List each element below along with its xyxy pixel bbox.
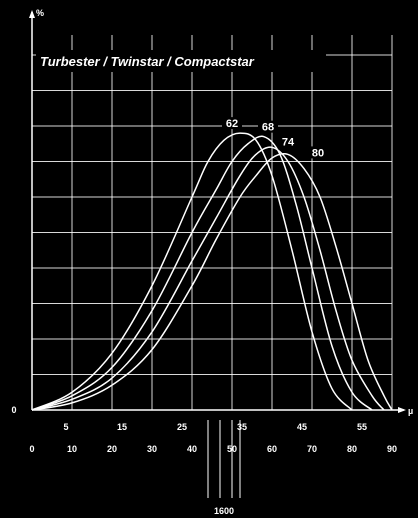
series-group [31, 132, 393, 411]
x-tick-label-lower: 80 [347, 444, 357, 454]
series-label-74: 74 [282, 136, 295, 148]
x-tick-label-lower: 40 [187, 444, 197, 454]
series-line-62 [31, 132, 353, 411]
x-tick-label-lower: 50 [227, 444, 237, 454]
series-label-62: 62 [226, 118, 238, 130]
x-tick-label-upper: 25 [177, 422, 187, 432]
series-line-74 [31, 146, 385, 411]
series-label-80: 80 [312, 147, 324, 159]
chart-title: Turbester / Twinstar / Compactstar [40, 54, 255, 69]
x-tick-label-lower: 30 [147, 444, 157, 454]
markers-below-axis [207, 420, 241, 498]
title-backdrop [36, 50, 326, 72]
x-tick-label-upper: 15 [117, 422, 127, 432]
x-axis-label: µ [408, 406, 413, 416]
x-tick-label-lower: 20 [107, 444, 117, 454]
x-axis-arrow-icon [398, 407, 406, 413]
x-tick-label-lower: 10 [67, 444, 77, 454]
x-tick-label-lower: 60 [267, 444, 277, 454]
x-tick-label-upper: 45 [297, 422, 307, 432]
y-axis-arrow-icon [29, 10, 35, 18]
x-tick-label-lower: 0 [29, 444, 34, 454]
series-label-backdrop [222, 117, 242, 130]
axes [29, 10, 406, 413]
series-line-80 [31, 152, 393, 411]
series-label-68: 68 [262, 122, 274, 134]
labels-group: % µ 0 5 15 25 35 45 55 0 10 20 30 40 50 60 70 80 90 Turbest… [11, 8, 413, 516]
series-label-backdrop [278, 135, 298, 148]
x-tick-label-upper: 35 [237, 422, 247, 432]
x-tick-label-upper: 5 [63, 422, 68, 432]
series-label-backdrop [258, 120, 278, 133]
x-tick-label-upper: 55 [357, 422, 367, 432]
grid [31, 35, 393, 410]
x-tick-label-lower: 70 [307, 444, 317, 454]
x-tick-label-lower: 90 [387, 444, 397, 454]
marker-label: 1600 [214, 506, 234, 516]
y-axis-label: % [36, 8, 44, 18]
series-label-backdrop [308, 146, 328, 159]
y-tick-label: 0 [11, 405, 16, 415]
series-line-68 [31, 135, 373, 411]
marker-label-backdrop [202, 503, 240, 516]
